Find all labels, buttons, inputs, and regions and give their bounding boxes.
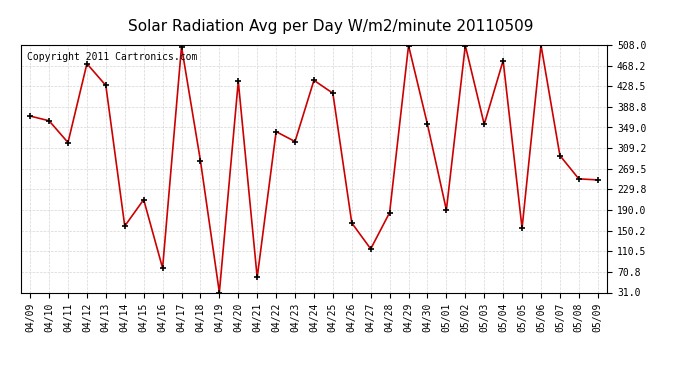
Text: Copyright 2011 Cartronics.com: Copyright 2011 Cartronics.com	[26, 53, 197, 62]
Text: Solar Radiation Avg per Day W/m2/minute 20110509: Solar Radiation Avg per Day W/m2/minute …	[128, 19, 534, 34]
